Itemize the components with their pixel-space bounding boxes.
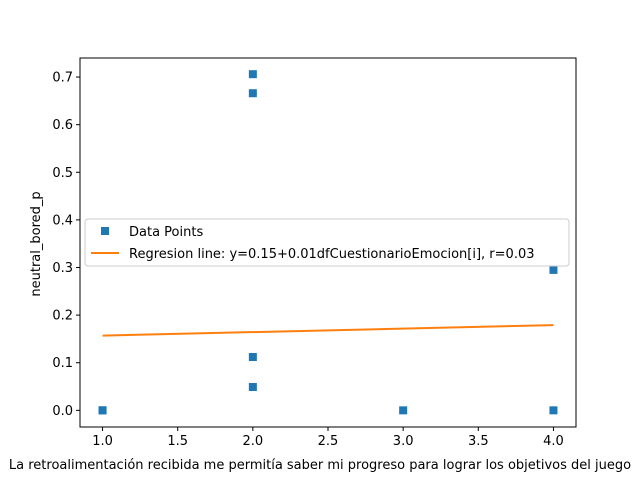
y-tick-label-1: 0.1: [52, 356, 73, 371]
data-point-7: [549, 265, 558, 274]
y-tick-label-7: 0.7: [52, 71, 73, 86]
x-tick-label-4: 3.0: [393, 434, 414, 449]
legend-label-data-points: Data Points: [129, 225, 203, 240]
data-point-1: [98, 406, 107, 415]
y-tick-label-2: 0.2: [52, 309, 73, 324]
data-point-6: [399, 406, 408, 415]
y-tick-label-4: 0.4: [52, 213, 73, 228]
y-axis-label: neutral_bored_p: [29, 191, 44, 296]
x-axis-ticks: 1.0 1.5 2.0 2.5 3.0 3.5 4.0: [92, 427, 564, 449]
x-tick-label-6: 4.0: [543, 434, 564, 449]
data-point-8: [549, 406, 558, 415]
y-axis-ticks: 0.0 0.1 0.2 0.3 0.4 0.5 0.6 0.7: [52, 71, 80, 419]
regression-line: [102, 324, 554, 337]
y-tick-label-6: 0.6: [52, 118, 73, 133]
legend-box: [84, 218, 570, 267]
x-tick-label-0: 1.0: [92, 434, 113, 449]
data-point-4: [248, 353, 257, 362]
data-point-3: [248, 89, 257, 98]
x-tick-label-3: 2.5: [318, 434, 339, 449]
y-tick-label-5: 0.5: [52, 166, 73, 181]
y-tick-label-3: 0.3: [52, 261, 73, 276]
legend-marker-data-points: [101, 227, 109, 235]
plot-area: [79, 57, 577, 428]
data-point-5: [248, 383, 257, 392]
legend-label-regression-line: Regresion line: y=0.15+0.01dfCuestionari…: [129, 247, 535, 262]
data-point-2: [248, 70, 257, 79]
x-axis-label: La retroalimentación recibida me permití…: [9, 458, 631, 473]
x-tick-label-2: 2.0: [243, 434, 264, 449]
x-tick-label-5: 3.5: [468, 434, 489, 449]
x-tick-label-1: 1.5: [167, 434, 188, 449]
legend: Data Points Regresion line: y=0.15+0.01d…: [84, 218, 570, 267]
y-tick-label-0: 0.0: [52, 404, 73, 419]
